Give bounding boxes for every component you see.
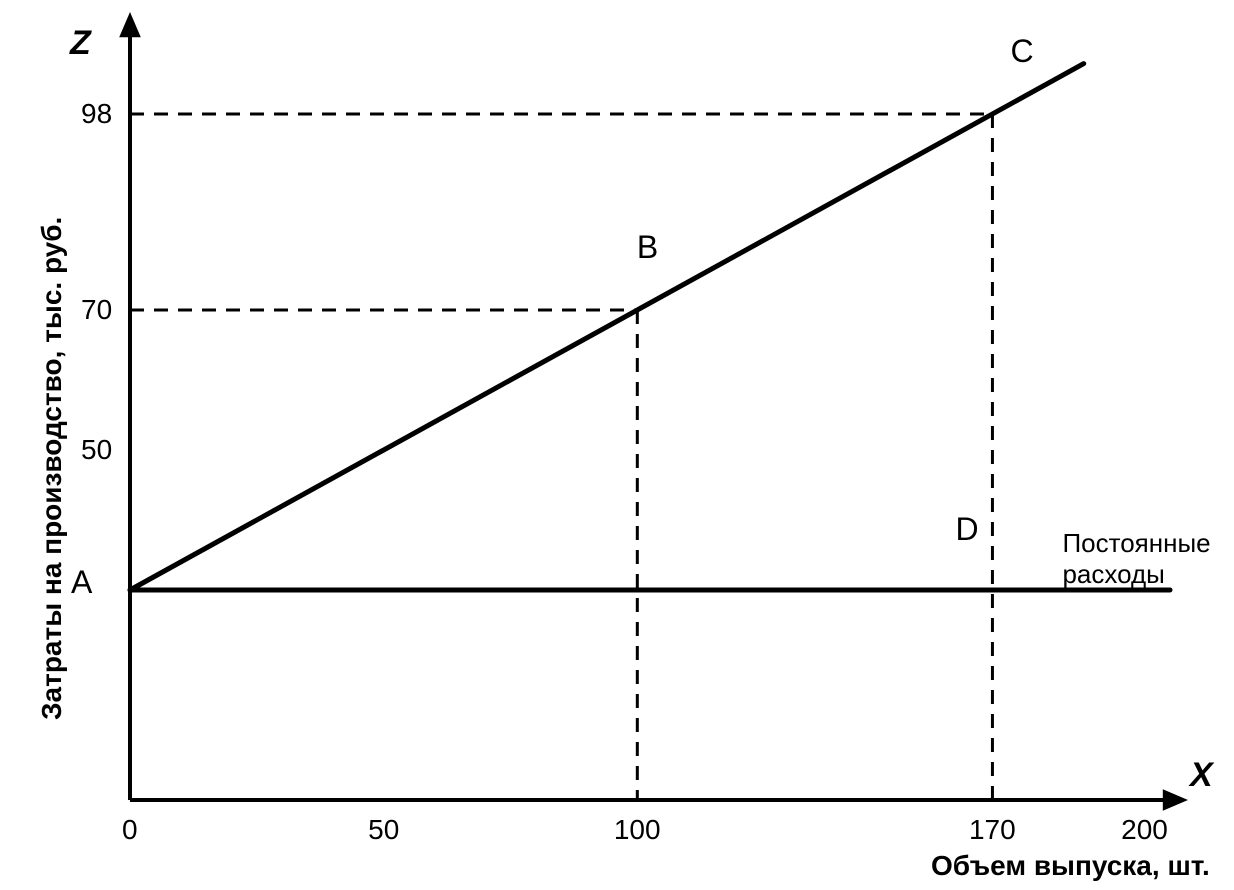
point-label-D: D xyxy=(955,511,978,548)
x-tick-label: 50 xyxy=(368,814,399,846)
point-label-C: C xyxy=(1010,33,1033,70)
cost-chart: Затраты на производство, тыс. руб. Z X П… xyxy=(0,0,1234,890)
point-label-B: B xyxy=(637,229,658,266)
point-label-A: A xyxy=(71,564,92,601)
y-axis-variable: Z xyxy=(70,24,91,63)
y-tick-label: 50 xyxy=(81,434,112,466)
x-tick-label: 170 xyxy=(969,814,1016,846)
chart-svg xyxy=(0,0,1234,890)
y-tick-label: 70 xyxy=(81,294,112,326)
x-axis-label: Объем выпуска, шт. xyxy=(931,850,1210,882)
chart-bg xyxy=(0,0,1234,890)
x-tick-label: 100 xyxy=(614,814,661,846)
y-tick-label: 98 xyxy=(81,98,112,130)
x-tick-label: 200 xyxy=(1121,814,1168,846)
y-axis-label: Затраты на производство, тыс. руб. xyxy=(36,217,68,720)
fixed-cost-annotation: Постоянные расходы xyxy=(1062,528,1210,590)
x-tick-label: 0 xyxy=(122,814,138,846)
x-axis-variable: X xyxy=(1190,756,1213,795)
